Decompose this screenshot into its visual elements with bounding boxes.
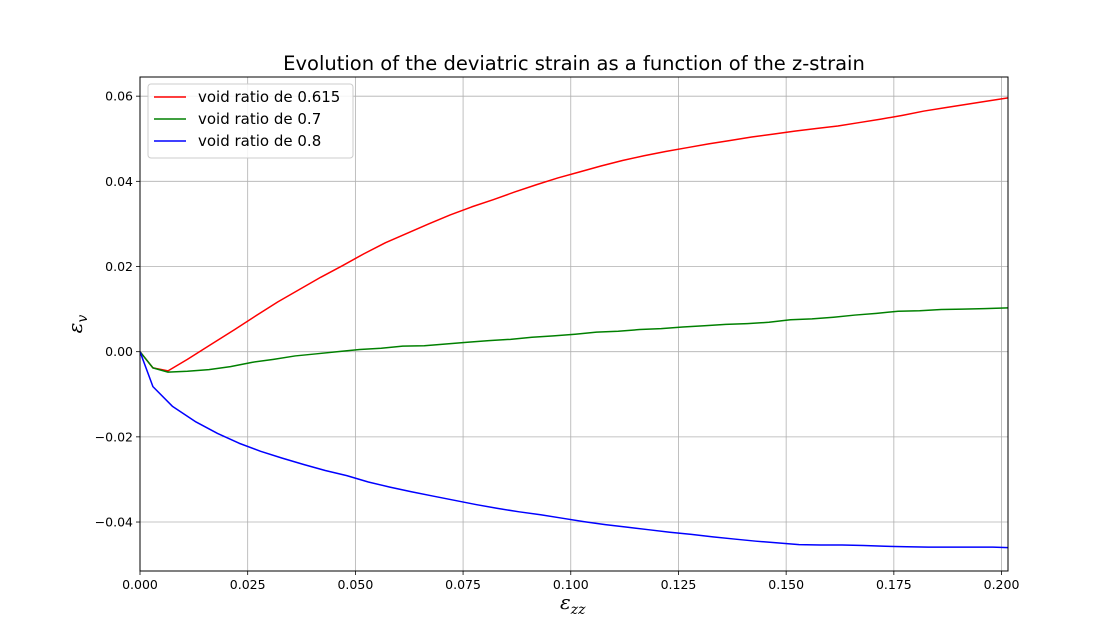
legend-label-2: void ratio de 0.7 xyxy=(198,110,321,128)
plot-frame xyxy=(139,76,1009,572)
legend: void ratio de 0.615 void ratio de 0.7 void… xyxy=(147,83,354,159)
y-tick-label: 0.02 xyxy=(105,259,133,274)
series-line-3 xyxy=(139,351,1009,549)
x-tick-label: 0.100 xyxy=(553,577,589,592)
legend-label-3: void ratio de 0.8 xyxy=(198,132,321,150)
chart-title: Evolution of the deviatric strain as a f… xyxy=(283,52,865,75)
legend-box xyxy=(147,83,354,159)
series-line-1 xyxy=(139,97,1009,372)
x-axis: 0.000 0.025 0.050 0.075 0.100 0.125 0.150 0.175… xyxy=(122,571,1019,592)
series-line-2 xyxy=(139,307,1009,373)
x-tick-label: 0.025 xyxy=(230,577,266,592)
x-axis-label: εzz xyxy=(560,590,586,618)
y-tick-label: 0.06 xyxy=(105,89,133,104)
y-axis: −0.04 −0.02 0.00 0.02 0.04 0.06 xyxy=(95,89,140,530)
y-tick-label: −0.04 xyxy=(95,515,133,530)
legend-label-1: void ratio de 0.615 xyxy=(198,88,340,106)
y-tick-label: 0.00 xyxy=(105,344,133,359)
x-tick-label: 0.050 xyxy=(337,577,373,592)
plot-area xyxy=(140,77,1008,571)
y-tick-label: −0.02 xyxy=(95,429,133,444)
x-tick-label: 0.150 xyxy=(768,577,804,592)
x-tick-label: 0.175 xyxy=(876,577,912,592)
series-group xyxy=(139,97,1009,549)
y-tick-label: 0.04 xyxy=(105,174,133,189)
x-tick-label: 0.075 xyxy=(445,577,481,592)
y-axis-label: εv xyxy=(63,315,91,334)
x-tick-label: 0.200 xyxy=(984,577,1020,592)
x-tick-label: 0.125 xyxy=(661,577,697,592)
x-tick-label: 0.000 xyxy=(122,577,158,592)
